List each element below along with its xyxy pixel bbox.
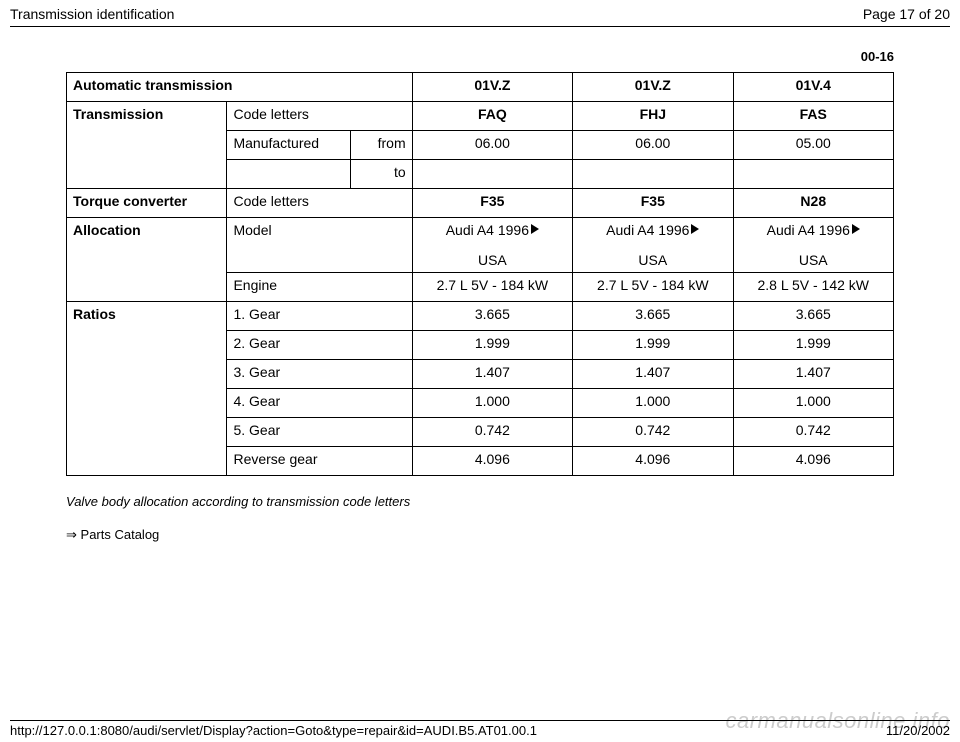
ratio-3-0: 1.000 [412,389,572,418]
torque-0: F35 [412,189,572,218]
model-text-1: Audi A4 1996 [606,222,689,238]
torque-code-label: Code letters [227,189,412,218]
manufactured-label: Manufactured [227,131,350,160]
alloc-model-label: Model [227,218,412,273]
code-letters-label: Code letters [227,102,412,131]
ratio-label-2: 3. Gear [227,360,412,389]
footer-url: http://127.0.0.1:8080/audi/servlet/Displ… [10,723,537,738]
page-header: Transmission identification Page 17 of 2… [0,0,960,26]
ratio-3-1: 1.000 [573,389,733,418]
ratio-1-2: 1.999 [733,331,893,360]
trans-code-2: FAS [733,102,893,131]
ratio-4-1: 0.742 [573,418,733,447]
header-auto: Automatic transmission [67,73,413,102]
from-2: 05.00 [733,131,893,160]
ratio-2-1: 1.407 [573,360,733,389]
ratio-0-1: 3.665 [573,302,733,331]
from-0: 06.00 [412,131,572,160]
ratio-row-0: Ratios 1. Gear 3.665 3.665 3.665 [67,302,894,331]
alloc-label: Allocation [67,218,227,302]
header-col0: 01V.Z [412,73,572,102]
parts-text: Parts Catalog [77,527,159,542]
ratio-2-0: 1.407 [412,360,572,389]
from-1: 06.00 [573,131,733,160]
parts-catalog-link[interactable]: ⇒ Parts Catalog [66,509,894,543]
engine-2: 2.8 L 5V - 142 kW [733,273,893,302]
model-sub-0: USA [419,238,566,268]
transmission-label: Transmission [67,102,227,189]
ratio-3-2: 1.000 [733,389,893,418]
page-footer: http://127.0.0.1:8080/audi/servlet/Displ… [10,720,950,738]
ratios-label: Ratios [67,302,227,476]
trans-code-0: FAQ [412,102,572,131]
section-number: 00-16 [0,27,960,72]
torque-label: Torque converter [67,189,227,218]
header-col1: 01V.Z [573,73,733,102]
to-label: to [350,160,412,189]
transmission-code-row: Transmission Code letters FAQ FHJ FAS [67,102,894,131]
ratio-4-0: 0.742 [412,418,572,447]
header-page-number: Page 17 of 20 [863,6,950,22]
ratio-label-1: 2. Gear [227,331,412,360]
ratio-5-1: 4.096 [573,447,733,476]
ratio-5-2: 4.096 [733,447,893,476]
to-2 [733,160,893,189]
model-sub-2: USA [740,238,887,268]
arrow-icon [691,224,699,234]
to-0 [412,160,572,189]
alloc-model-1: Audi A4 1996 USA [573,218,733,273]
content-area: Automatic transmission 01V.Z 01V.Z 01V.4… [0,72,960,543]
valve-body-note: Valve body allocation according to trans… [66,476,894,509]
torque-1: F35 [573,189,733,218]
ratio-label-3: 4. Gear [227,389,412,418]
header-title: Transmission identification [10,6,174,22]
alloc-model-row: Allocation Model Audi A4 1996 USA Audi A… [67,218,894,273]
arrow-icon [531,224,539,234]
alloc-model-0: Audi A4 1996 USA [412,218,572,273]
torque-2: N28 [733,189,893,218]
ratio-label-4: 5. Gear [227,418,412,447]
ratio-0-0: 3.665 [412,302,572,331]
ratio-0-2: 3.665 [733,302,893,331]
footer-date: 11/20/2002 [886,723,950,738]
empty-cell [227,160,350,189]
ratio-label-5: Reverse gear [227,447,412,476]
ratio-4-2: 0.742 [733,418,893,447]
engine-0: 2.7 L 5V - 184 kW [412,273,572,302]
model-text-0: Audi A4 1996 [446,222,529,238]
ratio-label-0: 1. Gear [227,302,412,331]
to-1 [573,160,733,189]
arrow-glyph: ⇒ [66,527,77,542]
header-col2: 01V.4 [733,73,893,102]
engine-1: 2.7 L 5V - 184 kW [573,273,733,302]
trans-code-1: FHJ [573,102,733,131]
model-sub-1: USA [579,238,726,268]
ratio-1-1: 1.999 [573,331,733,360]
alloc-engine-label: Engine [227,273,412,302]
transmission-table: Automatic transmission 01V.Z 01V.Z 01V.4… [66,72,894,476]
ratio-2-2: 1.407 [733,360,893,389]
torque-row: Torque converter Code letters F35 F35 N2… [67,189,894,218]
ratio-1-0: 1.999 [412,331,572,360]
from-label: from [350,131,412,160]
model-text-2: Audi A4 1996 [767,222,850,238]
ratio-5-0: 4.096 [412,447,572,476]
table-header-row: Automatic transmission 01V.Z 01V.Z 01V.4 [67,73,894,102]
arrow-icon [852,224,860,234]
alloc-model-2: Audi A4 1996 USA [733,218,893,273]
